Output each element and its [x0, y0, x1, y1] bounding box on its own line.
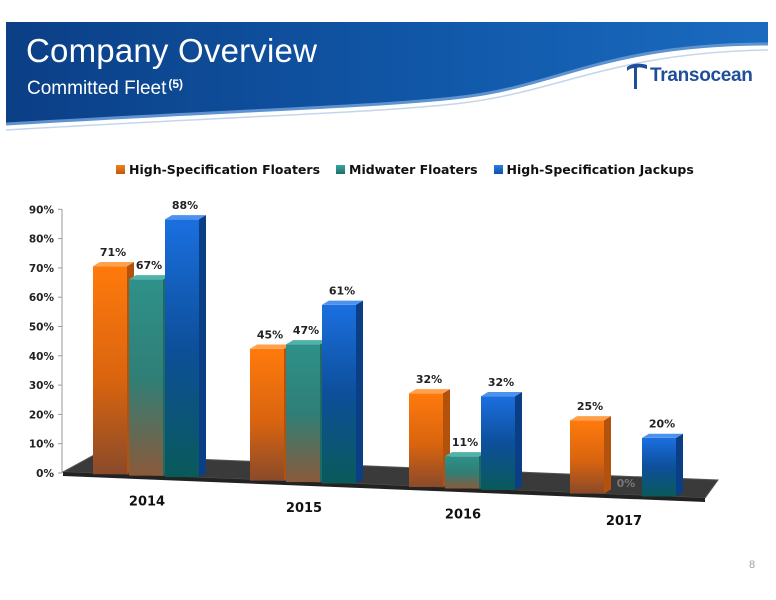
y-tick-label: 10% — [29, 439, 55, 451]
bar-top — [165, 215, 206, 220]
chart-floor-edge — [63, 472, 705, 502]
logo-text: Transocean — [650, 65, 753, 86]
legend-swatch-high-spec-jackups — [493, 165, 503, 174]
y-tick-label: 90% — [29, 204, 55, 216]
bar-2014-series-2 — [165, 219, 199, 478]
legend-swatch-high-spec-floaters — [116, 165, 125, 174]
y-tick-label: 40% — [29, 351, 55, 363]
bar-top — [250, 344, 291, 349]
subtitle-text: Committed Fleet — [27, 78, 167, 99]
y-tick-label: 30% — [29, 380, 55, 392]
page-number: 8 — [749, 559, 756, 571]
bar-side — [356, 300, 363, 484]
data-label: 11% — [452, 436, 478, 449]
bar-2014-series-0 — [93, 266, 127, 475]
bar-side — [515, 392, 522, 490]
data-label: 61% — [329, 285, 355, 298]
legend-label-high-spec-floaters: High-Specification Floaters — [129, 162, 321, 177]
bar-2016-series-0 — [409, 393, 443, 488]
bar-2017-series-2 — [642, 437, 676, 497]
bar-top — [445, 452, 486, 457]
legend-swatch-midwater-floaters — [336, 165, 346, 174]
x-tick-label: 2017 — [606, 514, 642, 529]
bar-2014-series-1 — [129, 279, 163, 476]
data-label: 0% — [617, 477, 636, 490]
bar-2016-series-1 — [445, 456, 479, 489]
data-label: 20% — [649, 418, 675, 431]
transocean-logo-icon — [627, 63, 647, 89]
data-label: 45% — [257, 329, 283, 342]
page-title: Company Overview — [26, 32, 318, 69]
bar-2016-series-2 — [481, 396, 515, 490]
data-label: 47% — [293, 324, 319, 337]
bar-side — [199, 215, 206, 478]
bar-top — [322, 300, 363, 305]
x-tick-label: 2014 — [129, 495, 165, 510]
y-tick-label: 50% — [29, 322, 55, 334]
legend-item-midwater-floaters: Midwater Floaters — [336, 162, 478, 177]
y-tick-label: 0% — [36, 468, 54, 480]
bar-top — [129, 275, 170, 280]
bar-top — [93, 261, 134, 267]
chart-legend: High-Specification Floaters Midwater Flo… — [116, 162, 694, 177]
data-label: 67% — [136, 259, 162, 272]
bar-2017-series-0 — [570, 420, 604, 494]
legend-label-high-spec-jackups: High-Specification Jackups — [506, 162, 694, 177]
data-label: 88% — [172, 199, 198, 212]
bar-top — [642, 433, 683, 438]
x-tick-label: 2015 — [286, 501, 322, 516]
data-label: 71% — [100, 246, 126, 259]
bar-top — [570, 416, 611, 421]
y-tick-label: 20% — [29, 409, 55, 421]
company-logo: Transocean — [626, 60, 753, 92]
page-subtitle: Committed Fleet (5) — [27, 77, 183, 100]
bar-top — [481, 392, 522, 397]
bar-top — [286, 340, 327, 345]
legend-label-midwater-floaters: Midwater Floaters — [349, 162, 478, 177]
bar-side — [676, 433, 683, 497]
header-banner — [5, 22, 769, 131]
fleet-bar-chart: 0% 10% 20% 30% 40% 50% 60% 70% 80% 90% 71% 67% 88% 2… — [29, 199, 719, 529]
legend-item-high-spec-floaters: High-Specification Floaters — [116, 162, 320, 177]
footnote-reference: (5) — [168, 77, 184, 91]
x-tick-label: 2016 — [445, 508, 481, 523]
data-label: 32% — [488, 376, 514, 389]
bar-2015-series-1 — [286, 344, 320, 483]
bar-side — [604, 416, 611, 494]
bar-2015-series-2 — [322, 304, 356, 484]
data-label: 25% — [577, 400, 603, 413]
bar-2015-series-0 — [250, 348, 284, 481]
y-tick-label: 80% — [29, 234, 55, 246]
y-tick-label: 60% — [29, 292, 55, 304]
data-label: 32% — [416, 373, 442, 386]
bar-top — [409, 389, 450, 394]
y-tick-label: 70% — [29, 263, 55, 275]
legend-item-high-spec-jackups: High-Specification Jackups — [493, 162, 694, 177]
